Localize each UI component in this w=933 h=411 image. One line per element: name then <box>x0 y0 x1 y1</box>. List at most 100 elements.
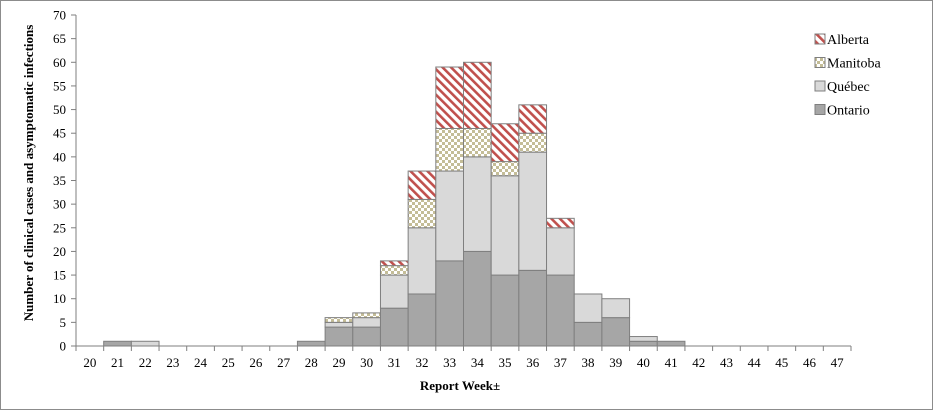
x-tick-label: 31 <box>388 355 401 370</box>
y-tick-label: 25 <box>53 220 66 235</box>
x-tick-label: 21 <box>111 355 124 370</box>
x-tick-label: 30 <box>360 355 373 370</box>
x-tick-label: 43 <box>720 355 733 370</box>
y-tick-label: 0 <box>60 339 67 354</box>
bar-segment-québec-week-22 <box>130 340 160 347</box>
x-tick-label: 29 <box>332 355 345 370</box>
bar-segment-ontario-week-37 <box>546 274 575 347</box>
x-tick-label: 42 <box>692 355 705 370</box>
bar-segment-ontario-week-33 <box>435 260 465 347</box>
bar-segment-ontario-week-31 <box>379 307 409 347</box>
bar-segment-manitoba-week-33 <box>435 127 465 172</box>
legend-swatch-alberta <box>814 33 826 45</box>
bar-segment-ontario-week-36 <box>518 269 548 347</box>
bar-segment-manitoba-week-29 <box>324 317 354 323</box>
legend-label-manitoba: Manitoba <box>827 57 881 72</box>
x-tick-label: 41 <box>665 355 678 370</box>
bar-segment-québec-week-32 <box>407 227 437 295</box>
bar-segment-québec-week-36 <box>518 151 548 271</box>
x-tick-label: 28 <box>305 355 318 370</box>
x-tick-label: 27 <box>277 355 291 370</box>
y-tick-label: 40 <box>53 149 66 164</box>
x-tick-label: 20 <box>83 355 96 370</box>
bar-segment-manitoba-week-31 <box>379 265 409 276</box>
bar-segment-québec-week-34 <box>463 156 492 252</box>
bar-segment-ontario-week-38 <box>573 321 603 347</box>
bar-segment-ontario-week-30 <box>352 326 381 347</box>
bar-segment-alberta-week-31 <box>379 260 409 267</box>
x-tick-label: 26 <box>249 355 263 370</box>
bar-segment-ontario-week-32 <box>407 293 437 347</box>
bar-segment-ontario-week-39 <box>601 317 631 347</box>
y-tick-label: 65 <box>53 31 66 46</box>
bar-segment-québec-week-35 <box>490 175 520 276</box>
legend-label-québec: Québec <box>827 80 870 95</box>
bar-segment-ontario-week-29 <box>324 326 354 347</box>
x-axis-title: Report Week± <box>420 378 500 393</box>
legend-swatch-ontario <box>814 104 826 115</box>
x-tick-label: 32 <box>415 355 428 370</box>
legend-label-alberta: Alberta <box>827 33 870 48</box>
bar-segment-ontario-week-28 <box>296 340 326 347</box>
tick-labels-layer: 0 5 10 15 20 25 30 35 40 45 50 55 60 65 70 20 21 22 23 24 25… <box>53 8 844 371</box>
y-tick-label: 45 <box>53 126 66 141</box>
bar-segment-alberta-week-34 <box>463 61 492 129</box>
axes-layer <box>71 14 852 351</box>
x-tick-label: 37 <box>554 355 568 370</box>
x-tick-label: 45 <box>775 355 788 370</box>
y-tick-label: 70 <box>53 8 66 23</box>
bars-layer <box>103 61 686 347</box>
bar-segment-manitoba-week-32 <box>407 198 437 229</box>
x-tick-label: 40 <box>637 355 650 370</box>
x-tick-label: 22 <box>139 355 152 370</box>
bar-segment-ontario-week-41 <box>656 340 686 347</box>
bar-segment-québec-week-39 <box>601 298 631 319</box>
bar-segment-manitoba-week-35 <box>490 161 520 177</box>
y-tick-label: 20 <box>53 244 66 259</box>
y-axis-title: Number of clinical cases and asymptomati… <box>21 25 36 322</box>
x-tick-label: 46 <box>803 355 817 370</box>
bar-segment-ontario-week-40 <box>629 340 658 347</box>
y-tick-label: 15 <box>53 268 66 283</box>
bar-segment-québec-week-37 <box>546 227 575 276</box>
bar-segment-québec-week-33 <box>435 170 465 262</box>
bar-segment-alberta-week-33 <box>435 66 465 129</box>
bar-segment-ontario-week-34 <box>463 250 492 347</box>
bar-segment-québec-week-30 <box>352 317 381 328</box>
y-tick-label: 55 <box>53 78 66 93</box>
bar-segment-alberta-week-35 <box>490 123 520 163</box>
x-tick-label: 36 <box>526 355 540 370</box>
legend-label-ontario: Ontario <box>827 104 870 119</box>
bar-segment-alberta-week-37 <box>546 217 575 229</box>
x-tick-label: 34 <box>471 355 485 370</box>
x-tick-label: 23 <box>166 355 179 370</box>
y-tick-label: 5 <box>60 315 67 330</box>
x-tick-label: 39 <box>609 355 622 370</box>
legend-swatch-manitoba <box>814 57 826 68</box>
legend: Alberta Manitoba Québec Ontario <box>814 33 881 119</box>
bar-segment-ontario-week-35 <box>490 274 520 347</box>
x-tick-label: 24 <box>194 355 208 370</box>
bar-segment-ontario-week-21 <box>103 340 132 347</box>
legend-swatch-québec <box>814 80 826 92</box>
bar-segment-québec-week-38 <box>573 293 603 323</box>
bar-segment-alberta-week-32 <box>407 170 437 200</box>
x-tick-label: 38 <box>582 355 595 370</box>
bar-segment-alberta-week-36 <box>518 104 548 134</box>
y-tick-label: 10 <box>53 291 66 306</box>
x-tick-label: 44 <box>748 355 762 370</box>
x-tick-label: 47 <box>831 355 845 370</box>
y-tick-label: 50 <box>53 102 66 117</box>
bar-segment-manitoba-week-30 <box>352 312 381 319</box>
x-tick-label: 25 <box>222 355 235 370</box>
bar-segment-québec-week-31 <box>379 274 409 309</box>
y-tick-label: 35 <box>53 173 66 188</box>
bar-segment-manitoba-week-34 <box>463 127 492 158</box>
x-tick-label: 35 <box>499 355 512 370</box>
x-tick-label: 33 <box>443 355 456 370</box>
bar-segment-québec-week-29 <box>324 321 354 328</box>
bar-segment-manitoba-week-36 <box>518 132 548 153</box>
y-tick-label: 30 <box>53 197 66 212</box>
